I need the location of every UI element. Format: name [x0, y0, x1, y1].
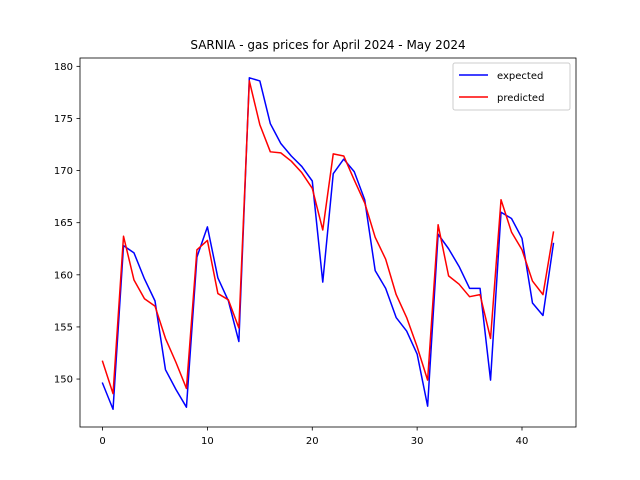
legend-label-predicted: predicted — [497, 93, 544, 104]
series-layer — [101, 77, 555, 411]
y-tick-label: 160 — [54, 270, 73, 281]
axes-layer: 0 10 20 30 40 150 155 160 165 170 175 180 — [54, 57, 577, 447]
legend-label-expected: expected — [497, 71, 543, 82]
legend: expected predicted — [452, 62, 571, 111]
y-tick-label: 165 — [54, 218, 73, 229]
y-tick-label: 150 — [54, 375, 73, 386]
plot-area — [80, 58, 576, 427]
x-tick-label: 0 — [99, 436, 105, 447]
x-tick-label: 40 — [516, 436, 529, 447]
y-tick-label: 175 — [54, 114, 73, 125]
y-tick-label: 155 — [54, 322, 73, 333]
axes-frame — [79, 57, 577, 428]
chart-title: SARNIA - gas prices for April 2024 - May… — [190, 38, 465, 52]
x-tick-label: 20 — [306, 436, 319, 447]
x-tick-label: 30 — [411, 436, 424, 447]
y-tick-label: 170 — [54, 166, 73, 177]
x-tick-label: 10 — [201, 436, 214, 447]
y-tick-label: 180 — [54, 62, 73, 73]
series-line-predicted — [101, 80, 555, 395]
series-line-expected — [101, 77, 555, 411]
